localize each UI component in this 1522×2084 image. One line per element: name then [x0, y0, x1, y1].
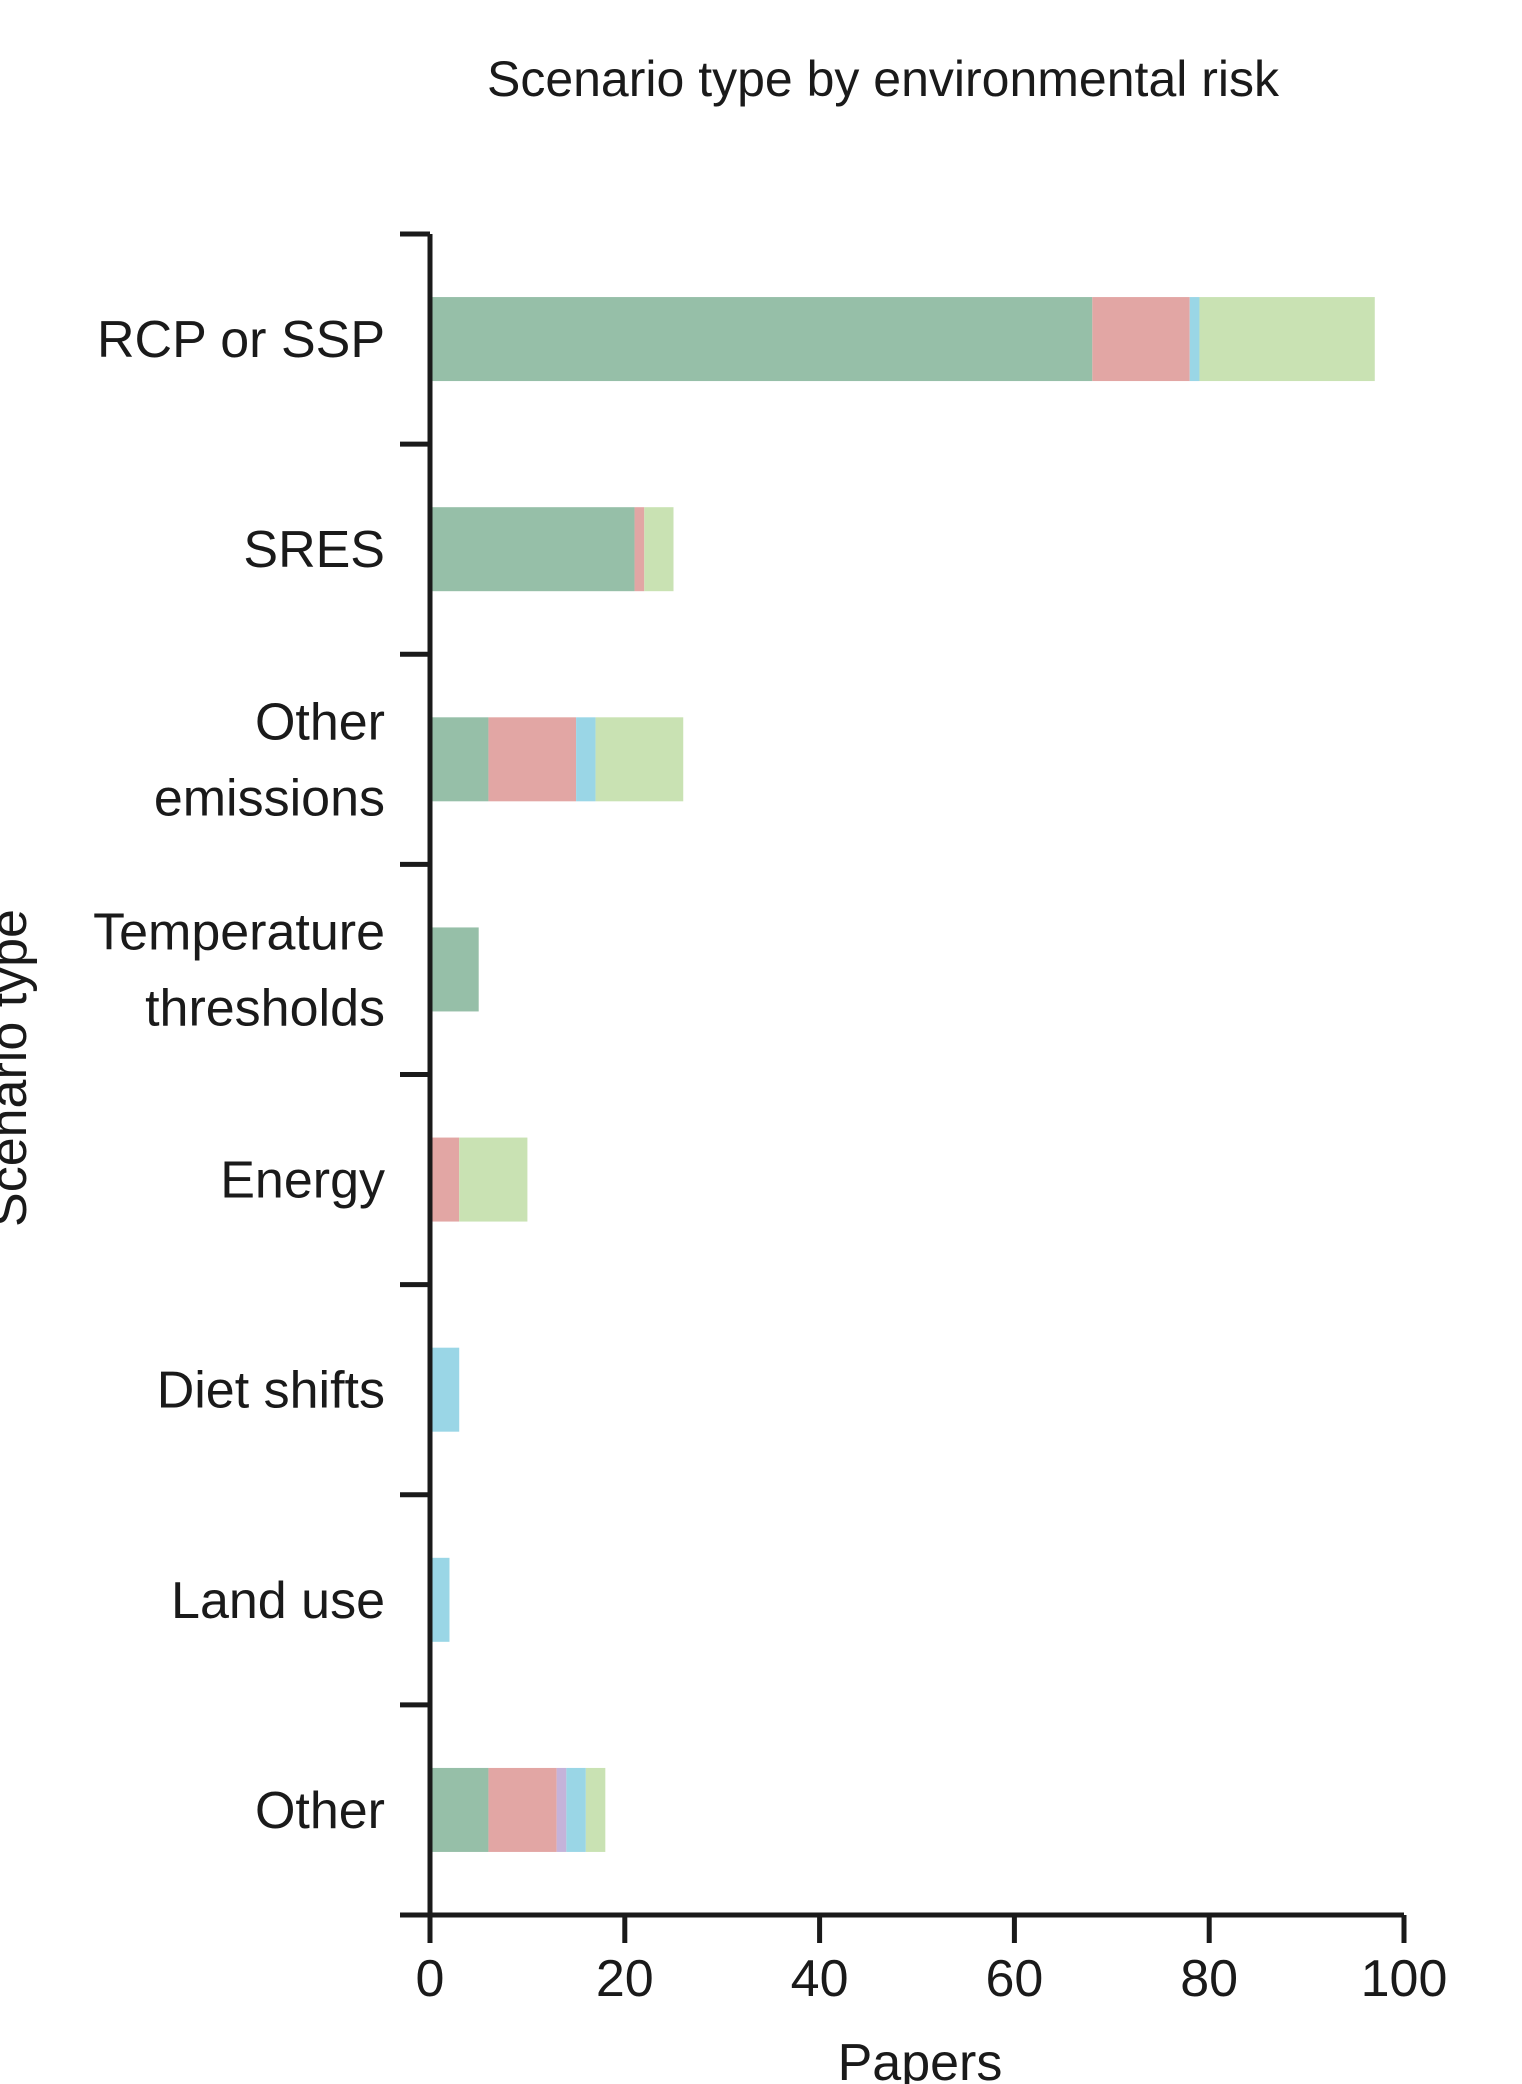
x-axis-title: Papers [838, 2034, 1003, 2084]
x-tick-label: 60 [985, 1950, 1043, 2008]
bars-layer [430, 297, 1375, 1852]
category-label: emissions [154, 769, 385, 827]
y-axis-title: Scenario type [0, 909, 38, 1227]
bar-segment-2-4 [595, 717, 684, 802]
bar-segment-7-2 [556, 1767, 567, 1852]
bar-segment-0-0 [430, 297, 1093, 382]
category-label: Temperature [93, 903, 385, 961]
bar-segment-7-0 [430, 1767, 489, 1852]
category-label: RCP or SSP [97, 311, 385, 369]
category-label: thresholds [145, 979, 385, 1037]
bar-segment-3-0 [430, 927, 479, 1012]
bar-segment-1-0 [430, 507, 635, 592]
category-label: Other [255, 693, 385, 751]
category-label: Other [255, 1782, 385, 1840]
x-tick-label: 100 [1361, 1950, 1448, 2008]
x-tick-labels: 0 20 40 60 80 100 [416, 1915, 1448, 2008]
chart-title: Scenario type by environmental risk [487, 51, 1280, 107]
axes-layer [400, 231, 1404, 1918]
bar-segment-5-3 [430, 1347, 460, 1432]
bar-segment-4-1 [430, 1137, 460, 1222]
bar-segment-2-0 [430, 717, 489, 802]
bar-segment-1-4 [644, 507, 674, 592]
bar-segment-4-4 [459, 1137, 528, 1222]
category-label: Energy [220, 1152, 385, 1210]
x-tick-label: 80 [1180, 1950, 1238, 2008]
bar-segment-2-1 [488, 717, 577, 802]
bar-segment-0-1 [1092, 297, 1190, 382]
x-tick-label: 40 [791, 1950, 849, 2008]
category-label: SRES [243, 521, 385, 579]
bar-segment-7-4 [585, 1767, 606, 1852]
x-tick-label: 0 [416, 1950, 445, 2008]
bar-segment-7-1 [488, 1767, 557, 1852]
x-tick-label: 20 [596, 1950, 654, 2008]
bar-segment-7-3 [566, 1767, 586, 1852]
bar-segment-2-3 [576, 717, 596, 802]
category-label: Diet shifts [157, 1362, 385, 1420]
bar-segment-1-1 [634, 507, 645, 592]
category-label: Land use [171, 1572, 385, 1630]
bar-segment-6-3 [430, 1557, 450, 1642]
bar-segment-0-3 [1189, 297, 1200, 382]
category-labels: RCP or SSP SRES Other emissions Temperature t… [93, 311, 385, 1840]
bar-segment-0-4 [1199, 297, 1375, 382]
